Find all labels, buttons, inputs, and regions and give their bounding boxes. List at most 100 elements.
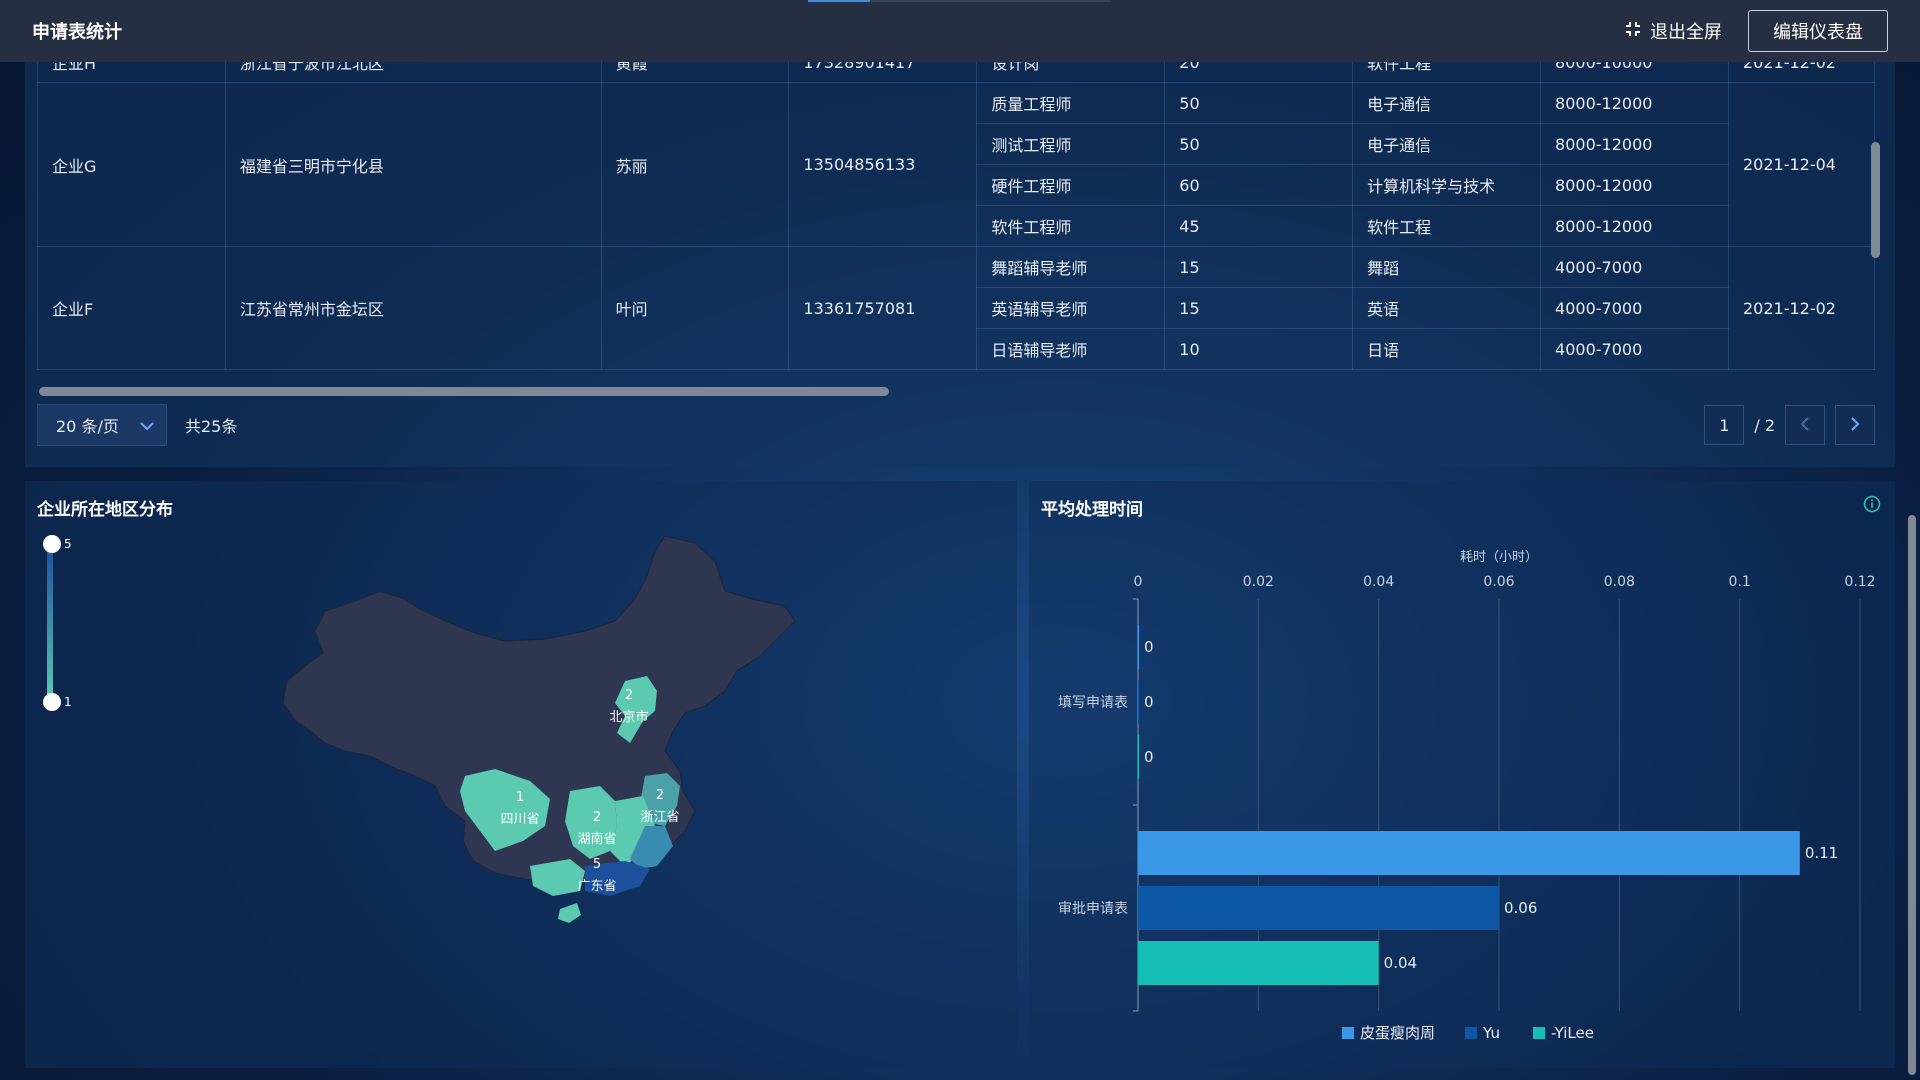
chart-panel-title: 平均处理时间 <box>1041 500 1143 520</box>
date-cell: 2021-12-02 <box>1727 62 1875 83</box>
job-count-cell: 15 <box>1164 246 1354 288</box>
next-page-button[interactable] <box>1835 405 1875 445</box>
x-tick-label: 0.12 <box>1844 574 1875 590</box>
table-panel: 企业H 浙江省宁波市江北区 黄霞 17328901417 设计岗 20 软件工程 8000-1… <box>25 62 1895 467</box>
legend-item: 皮蛋瘦肉周 <box>1360 1024 1435 1042</box>
chart-panel: 平均处理时间 耗时（小时） 0 0.02 0.04 0.06 0.08 0.1 0.12 填写申… <box>1029 481 1895 1068</box>
phone-cell: 13504856133 <box>788 82 978 247</box>
bar-data-label: 0 <box>1144 748 1154 766</box>
date-cell: 2021-12-02 <box>1727 246 1875 370</box>
legend-swatch <box>1465 1027 1477 1039</box>
job-count-cell: 20 <box>1164 62 1354 83</box>
job-title-cell: 英语辅导老师 <box>976 287 1166 329</box>
tab-indicator[interactable] <box>870 0 1110 2</box>
table-row[interactable]: 英语辅导老师 15 英语 4000-7000 <box>38 287 1875 329</box>
visual-map-max-handle[interactable] <box>43 535 61 553</box>
job-salary-cell: 8000-12000 <box>1540 123 1729 165</box>
table-row[interactable]: 企业G 福建省三明市宁化县 苏丽 13504856133 质量工程师 50 电子通信 8000… <box>37 82 1875 247</box>
table-scroll-area[interactable]: 企业H 浙江省宁波市江北区 黄霞 17328901417 设计岗 20 软件工程 8000-1… <box>37 62 1875 384</box>
company-cell: 企业G <box>37 82 226 247</box>
info-icon[interactable] <box>1863 495 1881 517</box>
table-row[interactable]: 测试工程师 50 电子通信 8000-12000 <box>38 123 1875 165</box>
chevron-down-icon <box>140 416 154 435</box>
page-vertical-scrollbar[interactable] <box>1908 515 1916 1075</box>
job-major-cell: 电子通信 <box>1352 82 1542 124</box>
region-name-label: 浙江省 <box>640 810 679 825</box>
contact-cell: 黄霞 <box>600 62 790 83</box>
x-tick-label: 0.1 <box>1729 574 1751 590</box>
job-title-cell: 日语辅导老师 <box>976 328 1166 370</box>
region-sichuan[interactable] <box>460 769 550 851</box>
horizontal-scrollbar[interactable] <box>39 387 889 396</box>
bar <box>1138 941 1379 985</box>
processing-time-chart: 耗时（小时） 0 0.02 0.04 0.06 0.08 0.1 0.12 填写申请表 0 0 0 审批… <box>1058 550 1876 1042</box>
job-title-cell: 质量工程师 <box>976 82 1166 124</box>
legend-item: Yu <box>1482 1024 1500 1042</box>
job-salary-cell: 8000-12000 <box>1540 205 1729 247</box>
contact-cell: 苏丽 <box>600 82 790 247</box>
china-land <box>282 535 796 887</box>
visual-map-bar <box>47 544 53 702</box>
phone-cell: 17328901417 <box>788 62 978 83</box>
region-value-label: 2 <box>625 688 633 703</box>
region-guangxi[interactable] <box>530 859 585 896</box>
job-title-cell: 测试工程师 <box>976 123 1166 165</box>
bar-data-label: 0 <box>1144 638 1154 656</box>
exit-fullscreen-button[interactable]: 退出全屏 <box>1624 18 1722 44</box>
bar-data-label: 0.06 <box>1504 899 1537 917</box>
region-hunan[interactable] <box>565 786 617 859</box>
region-zhejiang[interactable] <box>640 773 680 826</box>
visual-map-min-handle[interactable] <box>43 693 61 711</box>
x-tick-label: 0.04 <box>1363 574 1394 590</box>
job-major-cell: 舞蹈 <box>1352 246 1542 288</box>
region-name-label: 北京市 <box>609 709 648 725</box>
job-title-cell: 设计岗 <box>976 62 1166 83</box>
top-bar: 申请表统计 退出全屏 编辑仪表盘 <box>0 0 1920 62</box>
table-row[interactable]: 日语辅导老师 10 日语 4000-7000 <box>38 328 1875 370</box>
total-count: 共25条 <box>185 417 238 436</box>
job-major-cell: 电子通信 <box>1352 123 1542 165</box>
job-salary-cell: 8000-12000 <box>1540 82 1729 124</box>
x-axis-title: 耗时（小时） <box>1460 550 1538 565</box>
edit-dashboard-button[interactable]: 编辑仪表盘 <box>1748 10 1888 52</box>
scale-min-label: 1 <box>64 695 72 709</box>
table-row[interactable]: 硬件工程师 60 计算机科学与技术 8000-12000 <box>38 164 1875 206</box>
bar <box>1138 886 1499 930</box>
table-row[interactable]: 企业H 浙江省宁波市江北区 黄霞 17328901417 设计岗 20 软件工程 8000-1… <box>37 62 1875 83</box>
job-major-cell: 计算机科学与技术 <box>1352 164 1542 206</box>
bar <box>1138 680 1139 724</box>
current-page-input[interactable]: 1 <box>1704 405 1745 445</box>
region-name-label: 四川省 <box>500 812 539 827</box>
page-size-value: 20 条/页 <box>56 417 119 436</box>
x-tick-label: 0.06 <box>1483 574 1514 590</box>
active-tab-indicator[interactable] <box>808 0 870 2</box>
table-row[interactable]: 企业F 江苏省常州市金坛区 叶问 13361757081 舞蹈辅导老师 15 舞蹈 4000-… <box>37 246 1875 370</box>
region-name-label: 广东省 <box>577 879 616 894</box>
address-cell: 福建省三明市宁化县 <box>224 82 602 247</box>
region-beijing[interactable] <box>615 676 657 743</box>
job-title-cell: 硬件工程师 <box>976 164 1166 206</box>
table-row[interactable]: 软件工程师 45 软件工程 8000-12000 <box>38 205 1875 247</box>
bar-data-label: 0.04 <box>1384 954 1417 972</box>
region-value-label: 2 <box>593 810 601 825</box>
job-salary-cell: 8000-10000 <box>1540 62 1729 83</box>
job-salary-cell: 4000-7000 <box>1540 287 1729 329</box>
exit-fullscreen-label: 退出全屏 <box>1650 22 1722 43</box>
map-panel: 企业所在地区分布 5 1 2 北京市 1 四川省 2 湖南省 2 浙江省 5 广东省 <box>25 481 1017 1068</box>
contact-cell: 叶问 <box>600 246 790 370</box>
total-pages: / 2 <box>1754 415 1775 435</box>
company-cell: 企业H <box>37 62 226 83</box>
job-title-cell: 软件工程师 <box>976 205 1166 247</box>
prev-page-button[interactable] <box>1785 405 1825 445</box>
bar <box>1138 831 1800 875</box>
address-cell: 江苏省常州市金坛区 <box>224 246 602 370</box>
page-size-select[interactable]: 20 条/页 <box>37 404 167 446</box>
region-guangdong[interactable] <box>585 861 650 896</box>
job-major-cell: 日语 <box>1352 328 1542 370</box>
job-count-cell: 60 <box>1164 164 1354 206</box>
job-major-cell: 英语 <box>1352 287 1542 329</box>
region-fujian[interactable] <box>630 826 673 869</box>
job-salary-cell: 8000-12000 <box>1540 164 1729 206</box>
vertical-scrollbar[interactable] <box>1871 142 1880 258</box>
x-tick-label: 0 <box>1134 574 1143 590</box>
